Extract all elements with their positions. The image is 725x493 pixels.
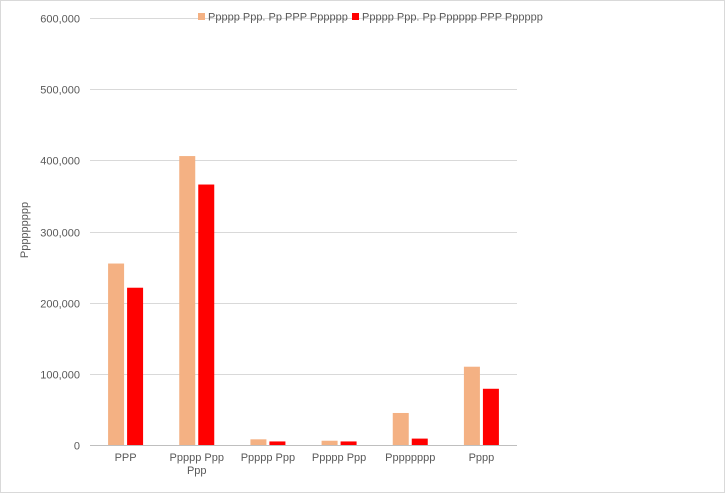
legend: Ppppp Ppp. Pp PPP Pppppp Ppppp Ppp. Pp Pp… — [198, 12, 543, 24]
x-tick-label: Pppp — [469, 452, 495, 464]
y-tick-label: 300,000 — [40, 228, 80, 240]
y-tick-label: 200,000 — [40, 299, 80, 311]
legend-label-2: Ppppp Ppp. Pp Pppppp PPP Pppppp — [362, 12, 543, 24]
x-tick-label: Ppppp Ppp — [170, 452, 224, 464]
bar-series-2 — [340, 441, 357, 445]
bar-series-1 — [392, 412, 409, 445]
bar-series-2 — [482, 388, 499, 445]
x-tick-label: Ppppp Ppp — [241, 452, 295, 464]
x-tick-label: PPP — [115, 452, 137, 464]
legend-swatch-1 — [198, 13, 205, 20]
bar-series-1 — [108, 263, 125, 445]
y-tick-label: 400,000 — [40, 156, 80, 168]
legend-label-1: Ppppp Ppp. Pp PPP Pppppp — [208, 12, 348, 24]
bar-series-2 — [198, 184, 215, 445]
bar-series-1 — [179, 156, 196, 445]
bars — [108, 156, 499, 445]
bar-series-1 — [463, 366, 480, 445]
y-tick-label: 600,000 — [40, 14, 80, 26]
legend-swatch-2 — [352, 13, 359, 20]
y-axis-ticks: 0 100,000 200,000 300,000 400,000 500,000 600,… — [40, 14, 80, 453]
x-tick-label: Ppp — [187, 465, 207, 477]
bar-series-2 — [269, 441, 286, 445]
x-tick-label: Ppppp Ppp — [312, 452, 366, 464]
y-tick-label: 500,000 — [40, 85, 80, 97]
y-tick-label: 100,000 — [40, 370, 80, 382]
gridlines — [90, 18, 517, 446]
y-tick-label: 0 — [74, 441, 80, 453]
bar-series-1 — [321, 440, 338, 445]
bar-series-1 — [250, 439, 267, 445]
x-tick-label: Pppppppp — [385, 452, 435, 464]
bar-series-2 — [411, 438, 428, 445]
bar-series-2 — [127, 287, 144, 445]
y-axis-label: Ppppppppp — [19, 202, 31, 258]
